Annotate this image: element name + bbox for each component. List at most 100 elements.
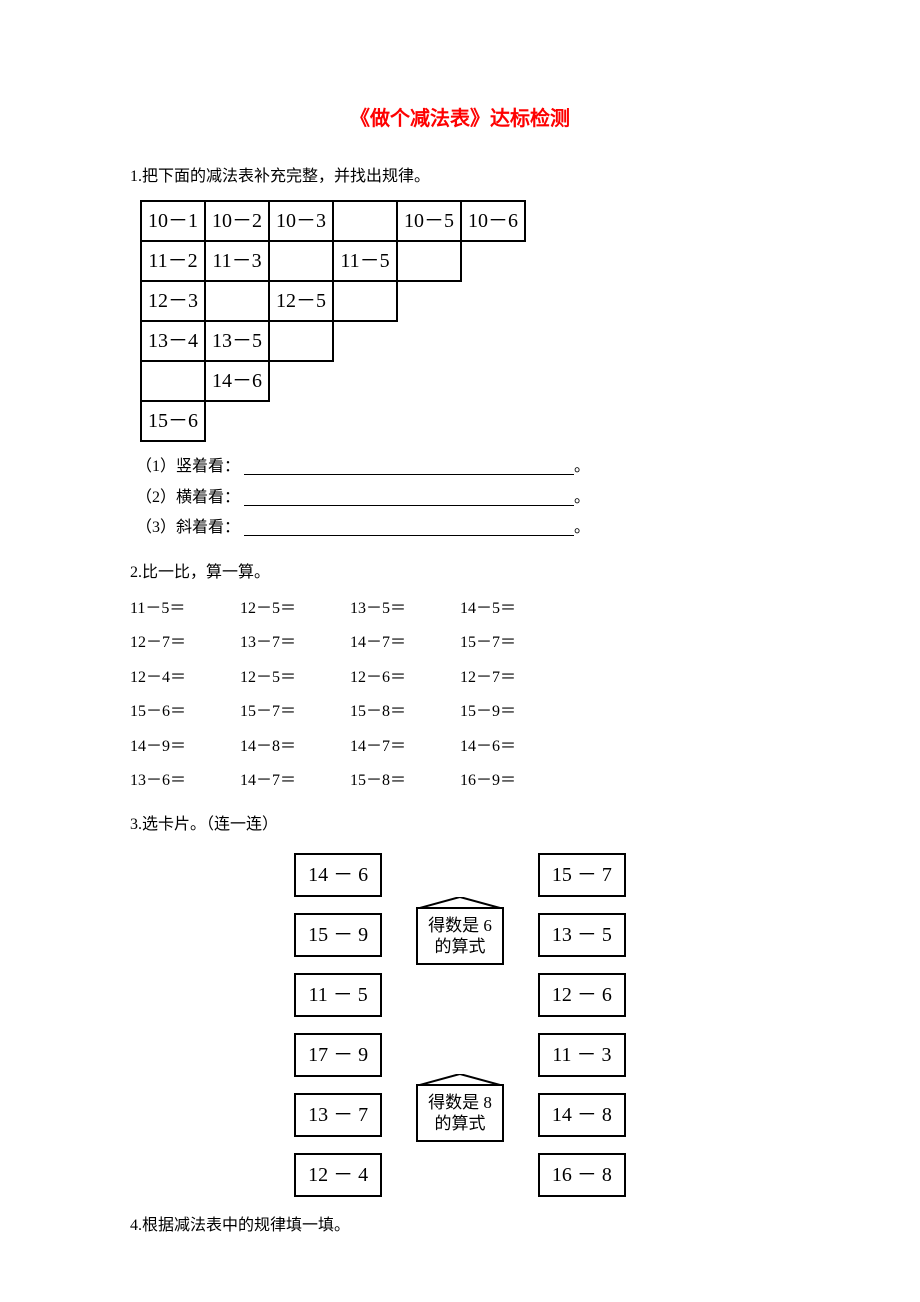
question-3: 3.选卡片。（连一连） 14 － 6 15 － 9 11 － 5 17 － 9 … bbox=[130, 810, 790, 1196]
cell: 11－5 bbox=[333, 241, 397, 281]
q4-prompt: 4.根据减法表中的规律填一填。 bbox=[130, 1211, 790, 1241]
q1-sub1: （1）竖着看：。 bbox=[136, 452, 790, 482]
house-6: 得数是 6 的算式 bbox=[416, 907, 504, 966]
expr: 14－5＝ bbox=[460, 594, 570, 624]
expr: 14－7＝ bbox=[350, 732, 460, 762]
cell-empty bbox=[397, 321, 461, 361]
cell: 14－6 bbox=[205, 361, 269, 401]
expr: 15－8＝ bbox=[350, 697, 460, 727]
cell: 13－5 bbox=[205, 321, 269, 361]
arith-row: 13－6＝ 14－7＝ 15－8＝ 16－9＝ bbox=[130, 766, 790, 796]
cell: 10－2 bbox=[205, 201, 269, 241]
expr: 14－8＝ bbox=[240, 732, 350, 762]
subtraction-table: 10－1 10－2 10－3 10－5 10－6 11－2 11－3 11－5 … bbox=[140, 200, 526, 442]
expr: 13－6＝ bbox=[130, 766, 240, 796]
cell-empty bbox=[461, 321, 525, 361]
cell-empty bbox=[333, 361, 397, 401]
question-2: 2.比一比，算一算。 11－5＝ 12－5＝ 13－5＝ 14－5＝ 12－7＝… bbox=[130, 558, 790, 797]
expr: 13－7＝ bbox=[240, 628, 350, 658]
card: 15 － 9 bbox=[294, 913, 382, 957]
question-1: 1.把下面的减法表补充完整，并找出规律。 10－1 10－2 10－3 10－5… bbox=[130, 162, 790, 544]
cell bbox=[141, 361, 205, 401]
cell bbox=[269, 321, 333, 361]
expr: 12－7＝ bbox=[130, 628, 240, 658]
blank-line bbox=[244, 460, 574, 475]
arith-row: 12－4＝ 12－5＝ 12－6＝ 12－7＝ bbox=[130, 663, 790, 693]
arith-row: 12－7＝ 13－7＝ 14－7＝ 15－7＝ bbox=[130, 628, 790, 658]
house-line1: 得数是 6 bbox=[428, 916, 492, 935]
card: 13 － 7 bbox=[294, 1093, 382, 1137]
cell-empty bbox=[333, 401, 397, 441]
card: 11 － 5 bbox=[294, 973, 381, 1017]
cell-empty bbox=[461, 361, 525, 401]
card: 14 － 6 bbox=[294, 853, 382, 897]
expr: 14－9＝ bbox=[130, 732, 240, 762]
expr: 12－6＝ bbox=[350, 663, 460, 693]
card: 12 － 4 bbox=[294, 1153, 382, 1197]
card: 13 － 5 bbox=[538, 913, 626, 957]
expr: 13－5＝ bbox=[350, 594, 460, 624]
q1-sub2: （2）横着看： 。 bbox=[136, 483, 790, 513]
cell-empty bbox=[397, 401, 461, 441]
period: 。 bbox=[574, 519, 590, 536]
page-title: 《做个减法表》达标检测 bbox=[130, 100, 790, 138]
expr: 12－4＝ bbox=[130, 663, 240, 693]
q2-prompt: 2.比一比，算一算。 bbox=[130, 558, 790, 588]
house-line2: 的算式 bbox=[435, 1114, 486, 1133]
roof-icon bbox=[416, 897, 504, 909]
cell bbox=[397, 241, 461, 281]
right-cards: 15 － 7 13 － 5 12 － 6 11 － 3 14 － 8 16 － … bbox=[538, 853, 626, 1197]
house-8: 得数是 8 的算式 bbox=[416, 1084, 504, 1143]
card: 15 － 7 bbox=[538, 853, 626, 897]
q1-sub2-label: （2）横着看： bbox=[136, 489, 240, 506]
cell: 13－4 bbox=[141, 321, 205, 361]
question-4: 4.根据减法表中的规律填一填。 bbox=[130, 1211, 790, 1241]
cell bbox=[333, 201, 397, 241]
cell: 15－6 bbox=[141, 401, 205, 441]
cell-empty bbox=[397, 361, 461, 401]
cell bbox=[205, 281, 269, 321]
cell: 10－1 bbox=[141, 201, 205, 241]
expr: 14－6＝ bbox=[460, 732, 570, 762]
q1-sub3: （3）斜着看： 。 bbox=[136, 513, 790, 543]
cell: 12－5 bbox=[269, 281, 333, 321]
expr: 11－5＝ bbox=[130, 594, 240, 624]
house-line2: 的算式 bbox=[435, 937, 486, 956]
expr: 15－7＝ bbox=[240, 697, 350, 727]
q1-prompt: 1.把下面的减法表补充完整，并找出规律。 bbox=[130, 162, 790, 192]
cell-empty bbox=[397, 281, 461, 321]
expr: 12－5＝ bbox=[240, 594, 350, 624]
cell: 12－3 bbox=[141, 281, 205, 321]
cell-empty bbox=[461, 401, 525, 441]
blank-line bbox=[244, 521, 574, 536]
period: 。 bbox=[574, 458, 590, 475]
q1-sub3-label: （3）斜着看： bbox=[136, 519, 240, 536]
period: 。 bbox=[574, 489, 590, 506]
q3-prompt: 3.选卡片。（连一连） bbox=[130, 810, 790, 840]
card: 14 － 8 bbox=[538, 1093, 626, 1137]
expr: 12－5＝ bbox=[240, 663, 350, 693]
expr: 14－7＝ bbox=[240, 766, 350, 796]
expr: 15－8＝ bbox=[350, 766, 460, 796]
expr: 14－7＝ bbox=[350, 628, 460, 658]
expr: 16－9＝ bbox=[460, 766, 570, 796]
cell-empty bbox=[269, 401, 333, 441]
arithmetic-grid: 11－5＝ 12－5＝ 13－5＝ 14－5＝ 12－7＝ 13－7＝ 14－7… bbox=[130, 594, 790, 796]
expr: 12－7＝ bbox=[460, 663, 570, 693]
card: 11 － 3 bbox=[538, 1033, 625, 1077]
cell-empty bbox=[205, 401, 269, 441]
match-diagram: 14 － 6 15 － 9 11 － 5 17 － 9 13 － 7 12 － … bbox=[130, 853, 790, 1197]
cell bbox=[333, 281, 397, 321]
mid-houses: 得数是 6 的算式 得数是 8 的算式 bbox=[382, 853, 538, 1197]
cell: 11－3 bbox=[205, 241, 269, 281]
card: 17 － 9 bbox=[294, 1033, 382, 1077]
arith-row: 15－6＝ 15－7＝ 15－8＝ 15－9＝ bbox=[130, 697, 790, 727]
expr: 15－7＝ bbox=[460, 628, 570, 658]
blank-line bbox=[244, 491, 574, 506]
roof-icon bbox=[416, 1074, 504, 1086]
expr: 15－6＝ bbox=[130, 697, 240, 727]
cell-empty bbox=[333, 321, 397, 361]
arith-row: 11－5＝ 12－5＝ 13－5＝ 14－5＝ bbox=[130, 594, 790, 624]
cell: 10－3 bbox=[269, 201, 333, 241]
cell-empty bbox=[461, 241, 525, 281]
